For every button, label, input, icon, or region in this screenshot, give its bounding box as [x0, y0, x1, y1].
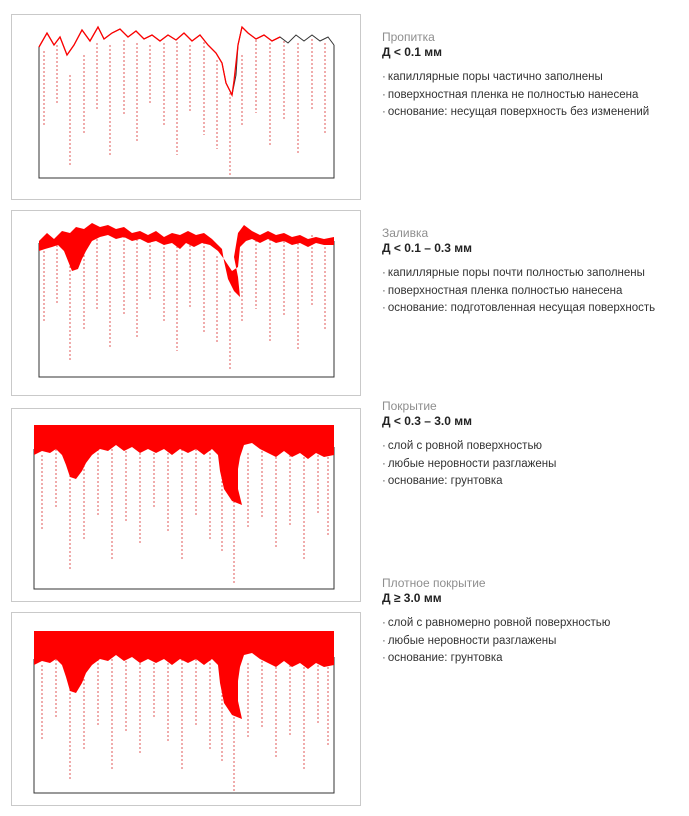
bullet-item: основание: грунтовка: [382, 473, 556, 491]
description-impregnation: Пропитка Д < 0.1 мм капиллярные поры час…: [382, 30, 649, 122]
coating-fill: [39, 223, 334, 297]
capillary-pores: [41, 657, 329, 791]
bullet-item: поверхностная пленка не полностью нанесе…: [382, 87, 649, 105]
substrate-outline: [33, 447, 335, 590]
substrate-outline: [33, 657, 335, 794]
section-title: Плотное покрытие: [382, 576, 486, 590]
thickness-label: Д < 0.1 – 0.3 мм: [382, 241, 473, 255]
capillary-pores: [43, 39, 326, 175]
bullet-item: поверхностная пленка полностью нанесена: [382, 283, 655, 301]
thickness-label: Д < 0.3 – 3.0 мм: [382, 414, 473, 428]
thickness-label: Д ≥ 3.0 мм: [382, 591, 442, 605]
coating-film: [38, 25, 281, 98]
bullet-item: основание: подготовленная несущая поверх…: [382, 300, 655, 318]
sealing-illustration: [38, 223, 335, 378]
bullet-list: слой с ровной поверхностью любые неровно…: [382, 438, 557, 491]
diagram-impregnation: [11, 14, 361, 200]
section-title: Пропитка: [382, 30, 435, 44]
description-sealing: Заливка Д < 0.1 – 0.3 мм капиллярные пор…: [382, 226, 655, 318]
diagram-sealing: [11, 210, 361, 396]
bullet-item: слой с равномерно ровной поверхностью: [382, 615, 611, 633]
diagram-heavy-coating: [11, 612, 361, 806]
bullet-item: основание: грунтовка: [382, 650, 610, 668]
bullet-item: капиллярные поры частично заполнены: [382, 69, 649, 87]
bullet-item: основание: несущая поверхность без измен…: [382, 104, 649, 122]
substrate-outline: [38, 45, 335, 179]
capillary-pores: [41, 447, 329, 584]
description-coating: Покрытие Д < 0.3 – 3.0 мм слой с ровной …: [382, 399, 556, 491]
bullet-item: любые неровности разглажены: [382, 633, 610, 651]
coating-fill: [34, 425, 334, 505]
section-title: Заливка: [382, 226, 429, 240]
bullet-list: капиллярные поры почти полностью заполне…: [382, 265, 655, 318]
capillary-pores: [43, 235, 326, 371]
thickness-label: Д < 0.1 мм: [382, 45, 442, 59]
coating-fill: [34, 631, 334, 719]
surface-profile: [38, 25, 335, 97]
bullet-list: капиллярные поры частично заполнены пове…: [382, 69, 649, 122]
bullet-item: любые неровности разглажены: [382, 456, 557, 474]
diagram-coating: [11, 408, 361, 602]
bullet-item: капиллярные поры почти полностью заполне…: [382, 265, 655, 283]
section-title: Покрытие: [382, 399, 437, 413]
coating-illustration: [33, 425, 335, 590]
substrate-outline: [38, 241, 335, 378]
heavy-coating-illustration: [33, 631, 335, 794]
bullet-list: слой с равномерно ровной поверхностью лю…: [382, 615, 611, 668]
description-heavy-coating: Плотное покрытие Д ≥ 3.0 мм слой с равно…: [382, 576, 610, 668]
bullet-item: слой с ровной поверхностью: [382, 438, 556, 456]
impregnation-illustration: [38, 25, 335, 179]
